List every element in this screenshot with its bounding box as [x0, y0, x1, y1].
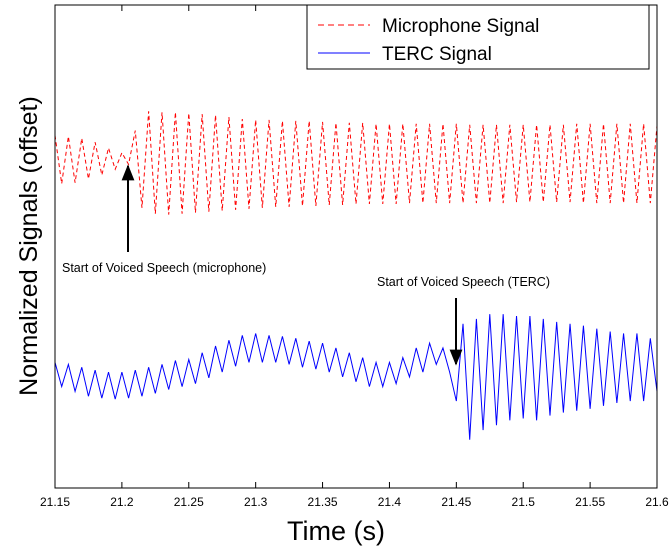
legend-label: TERC Signal [382, 44, 492, 65]
x-tick-label: 21.4 [378, 495, 402, 509]
x-tick-label: 21.6 [645, 495, 669, 509]
annotation-text: Start of Voiced Speech (microphone) [62, 261, 266, 275]
x-tick-label: 21.25 [174, 495, 204, 509]
signal-line [54, 111, 658, 215]
plot-frame [54, 4, 658, 489]
x-tick-label: 21.5 [512, 495, 536, 509]
y-axis-label: Normalized Signals (offset) [15, 96, 43, 396]
x-tick-label: 21.55 [575, 495, 605, 509]
x-tick-label: 21.15 [40, 495, 70, 509]
legend-box [306, 4, 650, 70]
annotation-text: Start of Voiced Speech (TERC) [377, 275, 550, 289]
x-axis-label: Time (s) [287, 516, 385, 546]
signal-line [54, 314, 658, 440]
legend-label: Microphone Signal [382, 16, 539, 37]
x-tick-label: 21.45 [441, 495, 471, 509]
x-tick-label: 21.2 [110, 495, 134, 509]
x-tick-label: 21.35 [308, 495, 338, 509]
x-tick-label: 21.3 [244, 495, 268, 509]
